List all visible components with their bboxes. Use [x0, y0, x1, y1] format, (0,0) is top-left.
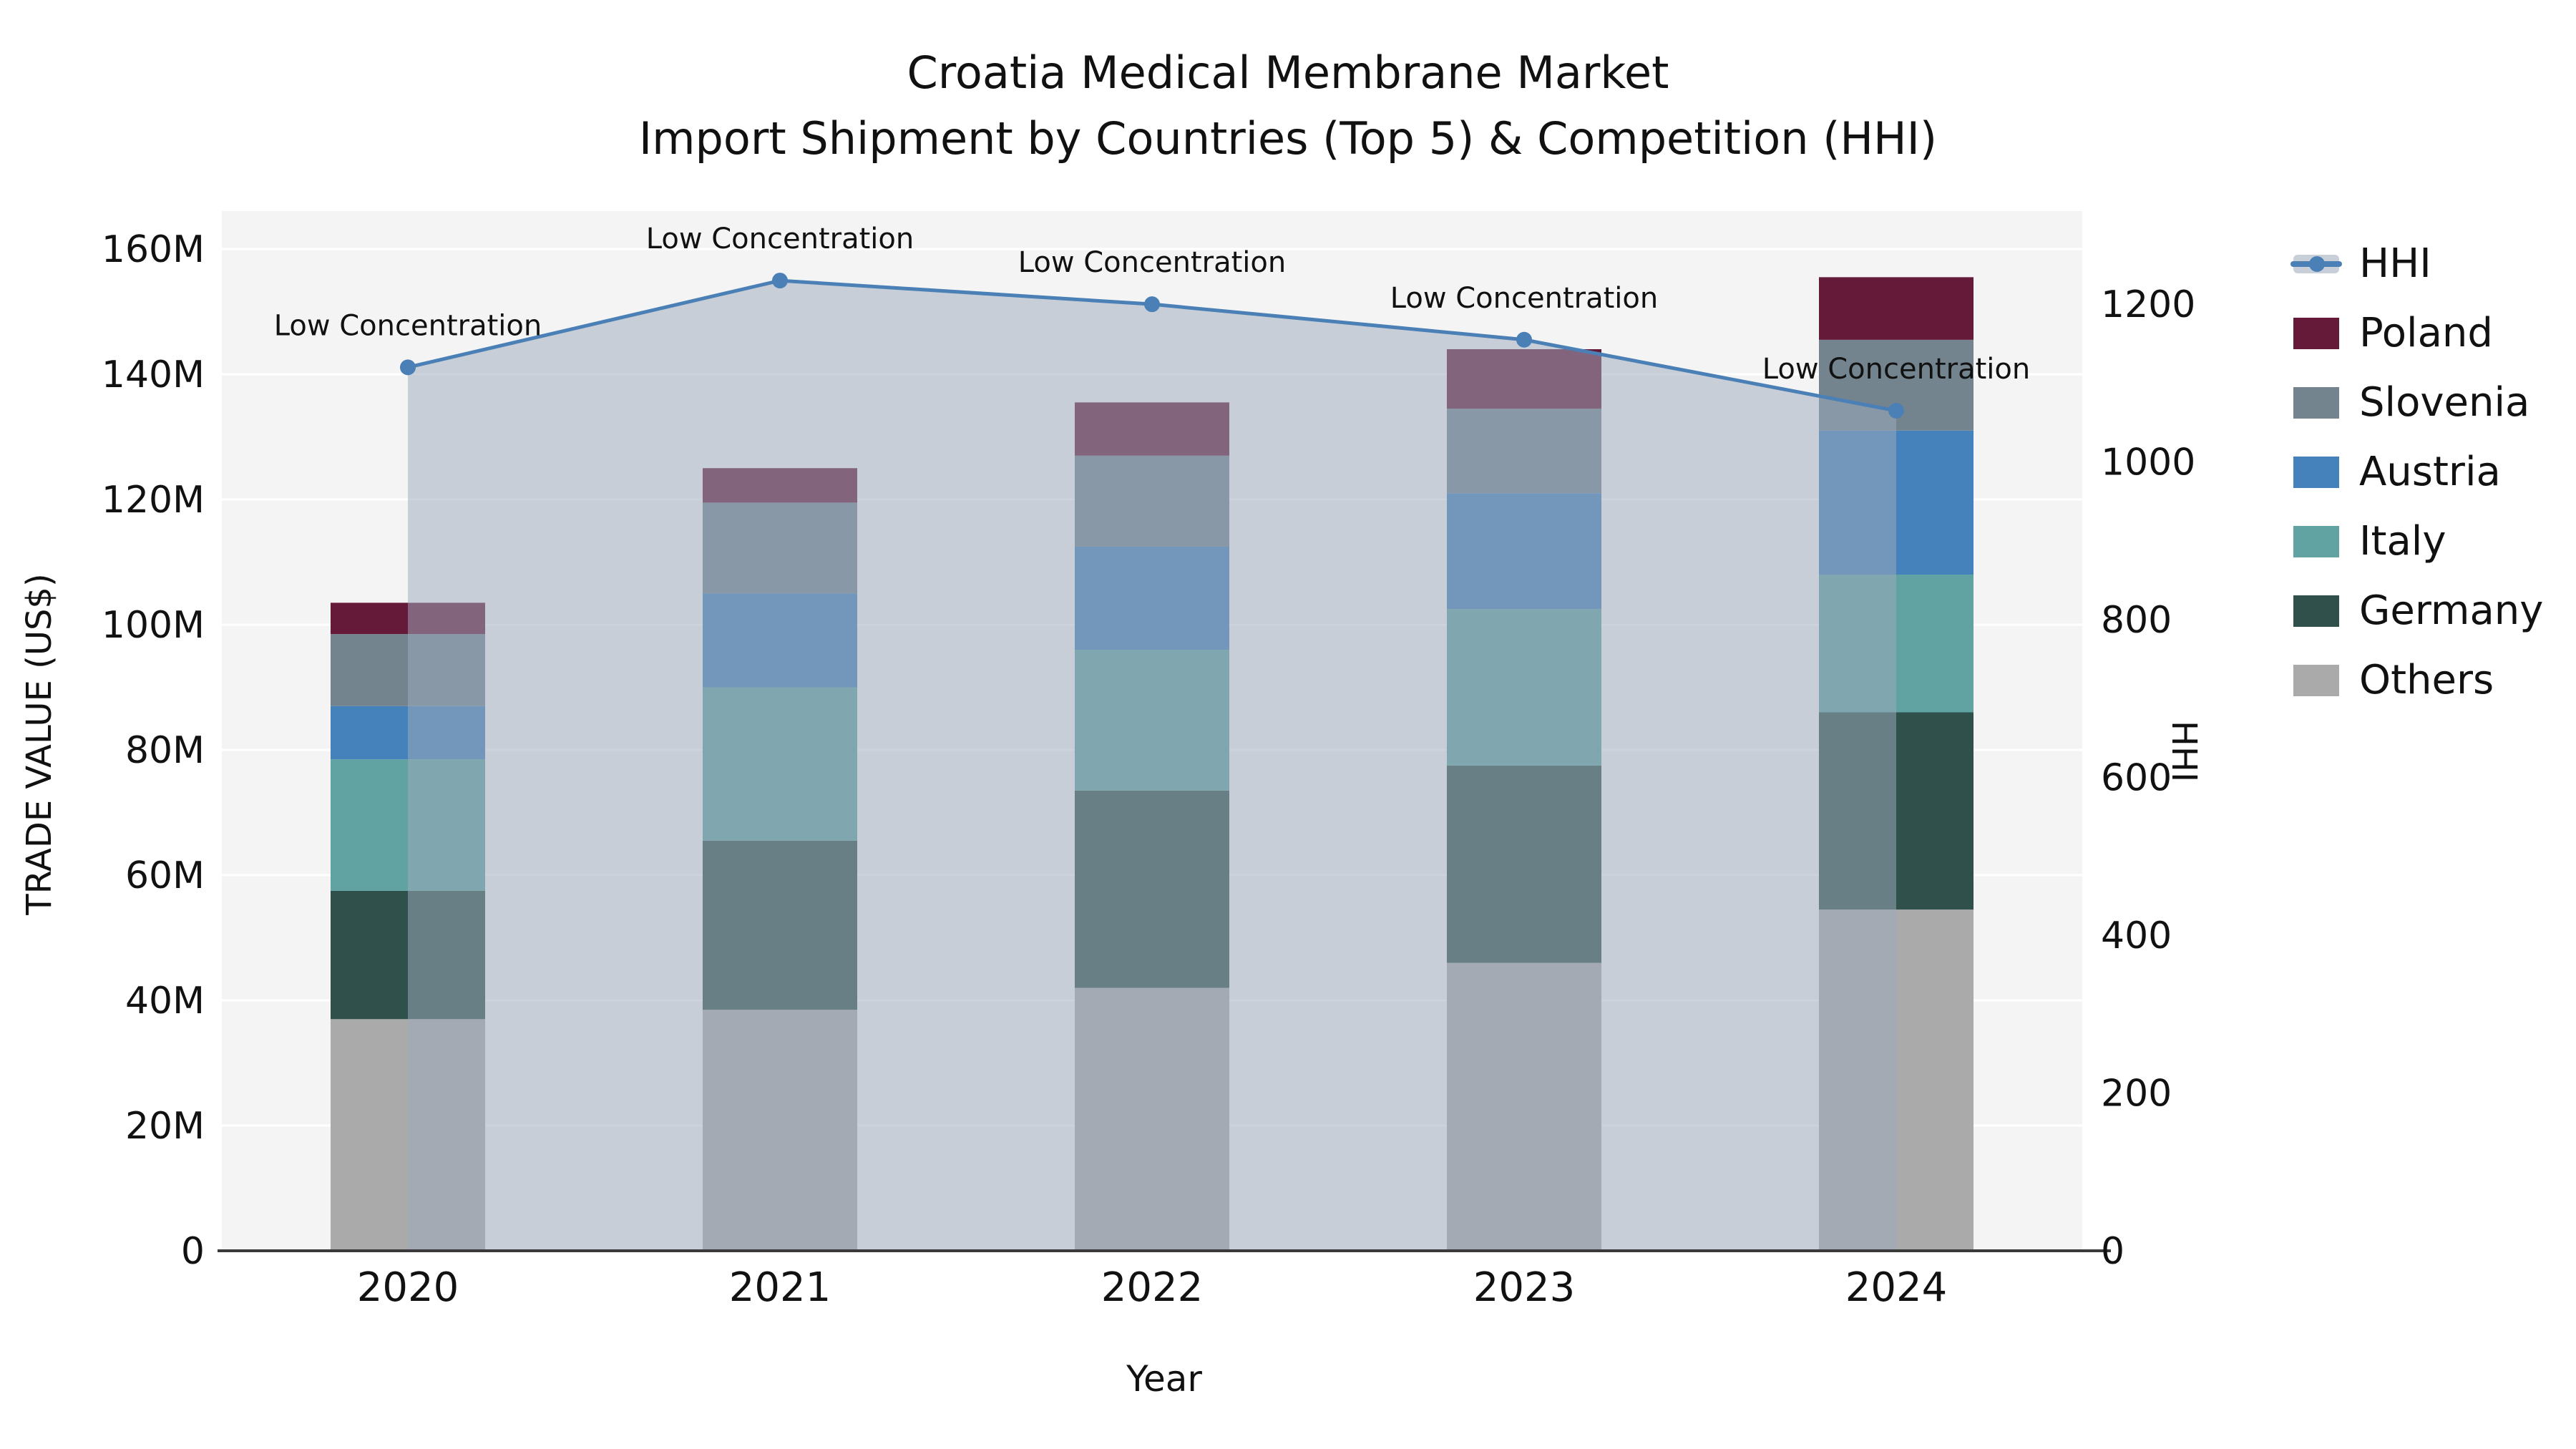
y-left-tick-20: 20M — [125, 1105, 205, 1148]
y-left-tick-80: 80M — [125, 729, 205, 772]
annotation-low-concentration-2023: Low Concentration — [1390, 282, 1658, 315]
y-right-tick-1000: 1000 — [2101, 441, 2195, 484]
y-right-tick-600: 600 — [2101, 757, 2172, 800]
legend-label-italy: Italy — [2359, 518, 2446, 565]
legend-label-slovenia: Slovenia — [2359, 379, 2530, 426]
legend-item-germany: Germany — [2293, 576, 2543, 645]
chart-title: Croatia Medical Membrane Market Import S… — [0, 40, 2576, 172]
y-left-tick-160: 160M — [102, 228, 205, 271]
hhi-marker-2024 — [1888, 402, 1904, 419]
x-tick-2024: 2024 — [1845, 1264, 1948, 1311]
legend-label-austria: Austria — [2359, 449, 2501, 495]
y-right-tick-0: 0 — [2101, 1230, 2124, 1273]
hhi-marker-dot — [2309, 255, 2325, 272]
hhi-area-fill — [408, 280, 1896, 1251]
hhi-marker-2020 — [400, 359, 416, 376]
annotation-low-concentration-2022: Low Concentration — [1018, 246, 1286, 279]
y-left-tick-60: 60M — [125, 854, 205, 897]
y-left-tick-140: 140M — [102, 353, 205, 396]
y-left-tick-40: 40M — [125, 980, 205, 1023]
slovenia-color-swatch-icon — [2293, 386, 2339, 419]
germany-color-swatch-icon — [2293, 595, 2339, 627]
hhi-line-swatch-icon — [2290, 248, 2342, 280]
legend-label-poland: Poland — [2359, 310, 2493, 356]
y-right-tick-800: 800 — [2101, 599, 2172, 642]
y-axis-label-left: TRADE VALUE (US$) — [19, 573, 59, 915]
x-tick-2022: 2022 — [1101, 1264, 1204, 1311]
legend-item-others: Others — [2293, 645, 2543, 715]
hhi-marker-2023 — [1516, 331, 1532, 348]
y-left-tick-100: 100M — [102, 604, 205, 647]
others-color-swatch-icon — [2293, 664, 2339, 696]
italy-color-swatch-icon — [2293, 525, 2339, 557]
hhi-marker-2021 — [772, 273, 788, 289]
hhi-marker-2022 — [1144, 296, 1160, 313]
legend-item-italy: Italy — [2293, 507, 2543, 576]
annotation-low-concentration-2024: Low Concentration — [1762, 353, 2030, 386]
y-right-tick-400: 400 — [2101, 914, 2172, 957]
x-tick-2021: 2021 — [729, 1264, 831, 1311]
annotation-low-concentration-2021: Low Concentration — [646, 223, 914, 255]
legend-label-germany: Germany — [2359, 587, 2544, 634]
y-axis-label-right: HHI — [2164, 720, 2204, 783]
legend-item-poland: Poland — [2293, 298, 2543, 368]
y-right-tick-200: 200 — [2101, 1073, 2172, 1116]
legend-label-others: Others — [2359, 657, 2494, 703]
legend-item-slovenia: Slovenia — [2293, 368, 2543, 437]
legend: HHI Poland Slovenia Austria Italy German… — [2290, 229, 2543, 715]
legend-label-hhi: HHI — [2359, 240, 2431, 287]
x-axis-label: Year — [1126, 1358, 1202, 1400]
legend-item-austria: Austria — [2293, 437, 2543, 507]
chart-title-line1: Croatia Medical Membrane Market — [907, 47, 1669, 99]
poland-color-swatch-icon — [2293, 317, 2339, 349]
y-left-tick-0: 0 — [181, 1230, 205, 1273]
annotation-low-concentration-2020: Low Concentration — [274, 309, 542, 342]
bar-segment-2024-poland — [1819, 277, 1974, 340]
x-tick-2020: 2020 — [357, 1264, 459, 1311]
y-left-tick-120: 120M — [102, 479, 205, 522]
x-tick-2023: 2023 — [1473, 1264, 1576, 1311]
y-right-tick-1200: 1200 — [2101, 283, 2195, 326]
legend-item-hhi: HHI — [2290, 229, 2543, 298]
austria-color-swatch-icon — [2293, 456, 2339, 488]
chart-title-line2: Import Shipment by Countries (Top 5) & C… — [638, 112, 1938, 165]
